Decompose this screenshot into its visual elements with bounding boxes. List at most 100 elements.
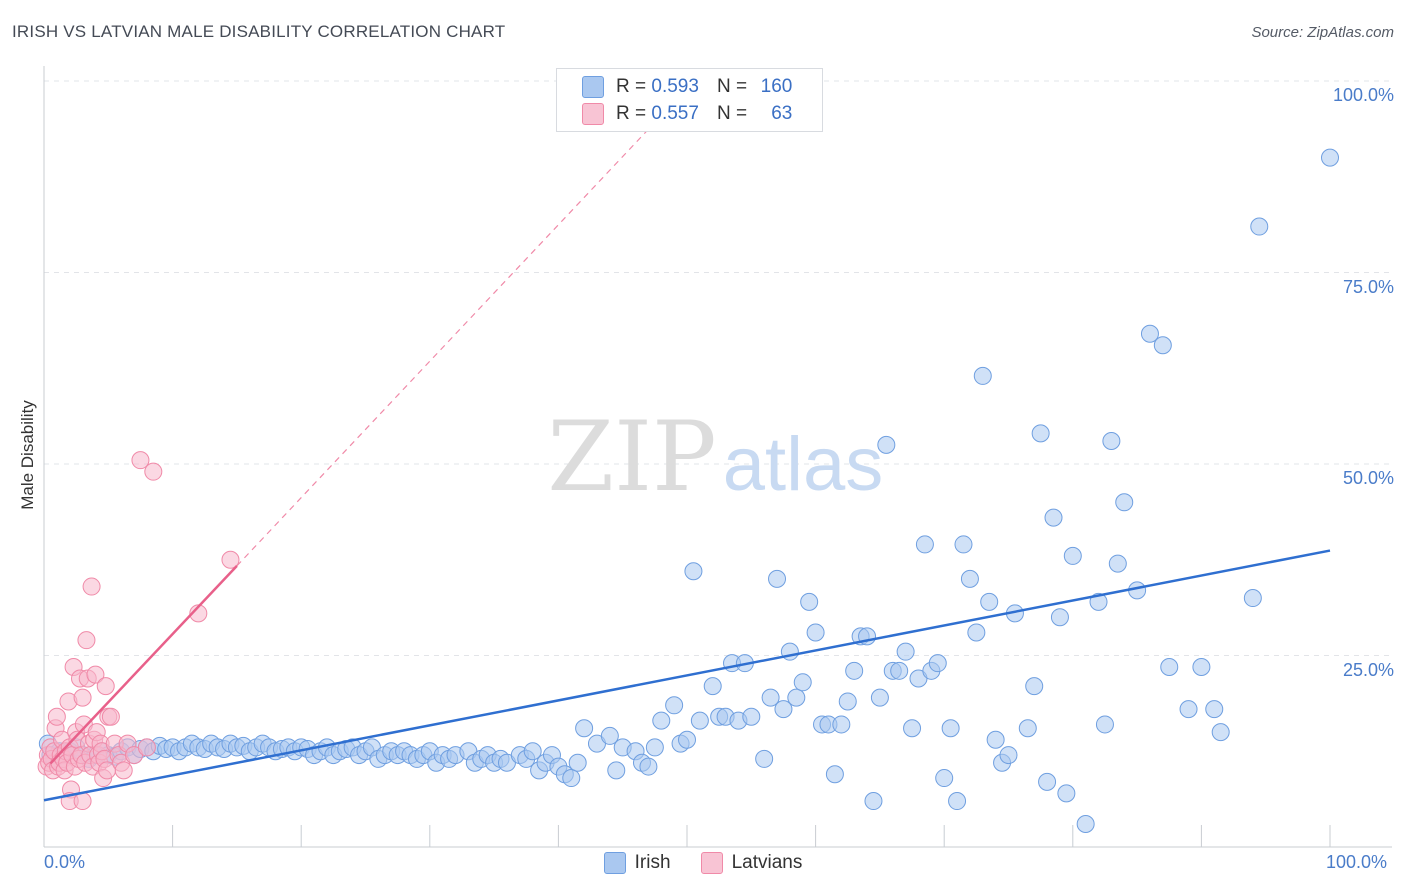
irish-point	[954, 535, 973, 554]
latvian-point	[86, 665, 105, 684]
r-label: R =	[616, 103, 647, 124]
x-tick-max: 100.0%	[1326, 852, 1388, 872]
irish-point	[742, 707, 761, 726]
irish-point	[523, 742, 542, 761]
irish-point	[1250, 217, 1269, 236]
y-tick-label: 75.0%	[1342, 276, 1394, 297]
irish-point	[877, 435, 896, 454]
irish-point	[1038, 772, 1057, 791]
irish-point	[1095, 715, 1114, 734]
latvian-legend-swatch	[700, 852, 723, 874]
irish-point	[793, 673, 812, 692]
watermark-zip: ZIP	[547, 401, 716, 513]
irish-point	[1089, 592, 1108, 611]
irish-point	[1321, 148, 1339, 167]
y-tick-label: 50.0%	[1342, 468, 1394, 488]
irish-point	[915, 535, 934, 554]
irish-point	[1108, 554, 1127, 573]
r-value: 0.593	[651, 76, 699, 97]
latvian-swatch	[582, 103, 604, 125]
y-tick-label: 25.0%	[1342, 659, 1394, 680]
axes	[43, 66, 1392, 848]
grid-lines	[44, 80, 1392, 656]
irish-point	[941, 719, 960, 738]
latvian-trend-dashed	[236, 128, 649, 567]
latvian-trend-extension	[236, 128, 649, 567]
series-legend: Irish Latvians	[0, 852, 1406, 874]
irish-point	[562, 769, 581, 788]
r-label: R =	[616, 76, 647, 97]
n-value: 160	[760, 76, 793, 97]
irish-point	[960, 569, 979, 588]
irish-point	[1076, 815, 1095, 834]
trend-lines	[43, 549, 1331, 802]
legend-label-irish: Irish	[634, 852, 671, 873]
latvian-point	[114, 761, 133, 780]
irish-point	[870, 688, 889, 707]
irish-point	[755, 749, 774, 768]
r-value: 0.557	[651, 103, 699, 124]
irish-point	[825, 765, 844, 784]
irish-point	[568, 753, 587, 772]
irish-point	[652, 711, 671, 730]
irish-point	[787, 688, 806, 707]
stats-legend: R = 0.593 N = 160 R = 0.557 N = 63	[556, 68, 823, 132]
irish-point	[896, 642, 915, 661]
irish-point	[986, 730, 1005, 749]
irish-point	[1153, 336, 1172, 355]
irish-point	[845, 661, 864, 680]
source-label: Source: ZipAtlas.com	[1251, 24, 1394, 41]
irish-point	[1205, 700, 1224, 719]
irish-point	[999, 746, 1018, 765]
latvian-point	[73, 688, 92, 707]
irish-point	[832, 715, 851, 734]
irish-point	[768, 569, 787, 588]
irish-point	[1031, 424, 1050, 443]
irish-point	[1018, 719, 1037, 738]
irish-point	[935, 769, 954, 788]
irish-point	[800, 592, 819, 611]
irish-swatch	[582, 76, 604, 98]
irish-point	[1179, 700, 1198, 719]
latvian-trend-line	[49, 565, 238, 765]
latvian-point	[137, 738, 156, 757]
latvian-point	[96, 677, 115, 696]
stats-row-irish: R = 0.593 N = 160	[582, 75, 792, 99]
irish-point	[703, 677, 722, 696]
irish-point	[1063, 546, 1082, 565]
irish-point	[1115, 493, 1134, 512]
irish-point	[1102, 432, 1121, 451]
irish-point	[575, 719, 594, 738]
latvian-point	[144, 462, 163, 481]
watermark-atlas: atlas	[723, 422, 884, 507]
irish-point	[948, 792, 967, 811]
irish-point	[678, 730, 696, 749]
latvian-point	[189, 604, 208, 623]
irish-point	[1057, 784, 1076, 803]
irish-point	[980, 592, 999, 611]
irish-point	[928, 654, 947, 673]
latvian-point	[101, 707, 120, 726]
irish-point	[890, 661, 909, 680]
irish-point	[607, 761, 626, 780]
irish-trend-line	[43, 549, 1331, 802]
irish-point	[639, 757, 658, 776]
latvian-point	[82, 577, 101, 596]
latvian-point	[47, 707, 66, 726]
irish-point	[1140, 324, 1159, 343]
irish-point	[774, 700, 793, 719]
legend-item-latvians[interactable]: Latvians	[700, 852, 802, 874]
latvian-point	[221, 550, 240, 569]
stats-row-latvian: R = 0.557 N = 63	[582, 102, 792, 126]
irish-point	[838, 692, 857, 711]
irish-point	[1025, 677, 1044, 696]
irish-point	[1050, 608, 1069, 627]
irish-point	[761, 688, 780, 707]
legend-item-irish[interactable]: Irish	[603, 852, 671, 874]
irish-point	[903, 719, 922, 738]
irish-point	[864, 792, 883, 811]
irish-point	[665, 696, 684, 715]
irish-point	[684, 562, 703, 581]
latvian-point	[77, 631, 96, 650]
